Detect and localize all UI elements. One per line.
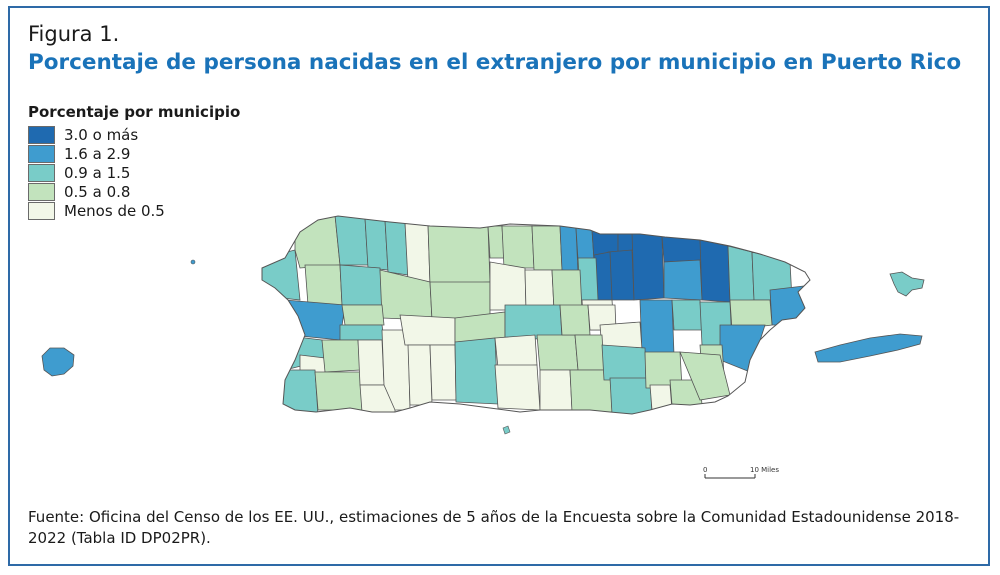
municipality-las-marias xyxy=(341,304,385,326)
municipality-trujillo-alto xyxy=(663,259,703,301)
municipality-arroyo xyxy=(649,384,673,411)
municipality-villalba xyxy=(494,334,538,369)
legend-item-class-2: 1.6 a 2.9 xyxy=(28,144,165,163)
municipality-san-german xyxy=(321,339,361,373)
municipality-morovis xyxy=(489,261,527,311)
caja-de-muertos-islet xyxy=(502,425,511,435)
municipality-maricao xyxy=(339,324,385,341)
municipality-canovanas xyxy=(699,239,731,303)
legend-item-class-5: Menos de 0.5 xyxy=(28,201,165,220)
municipality-lares xyxy=(339,264,383,306)
municipality-vega-alta xyxy=(559,225,579,273)
municipality-dorado xyxy=(575,227,595,261)
municipality-anasco xyxy=(284,299,346,341)
municipality-barranquitas xyxy=(559,304,591,336)
figure-title: Porcentaje de persona nacidas en el extr… xyxy=(28,50,962,75)
legend-title: Porcentaje por municipio xyxy=(28,103,241,121)
municipality-lajas xyxy=(314,371,363,411)
municipality-naranjito xyxy=(551,269,583,311)
legend: 3.0 o más 1.6 a 2.9 0.9 a 1.5 0.5 a 0.8 … xyxy=(28,125,165,220)
municipality-ciales xyxy=(429,281,491,321)
municipality-adjuntas xyxy=(399,314,456,346)
municipality-arecibo xyxy=(404,221,431,286)
municipality-barceloneta xyxy=(427,223,491,286)
municipality-san-juan xyxy=(631,231,665,301)
legend-label-class-5: Menos de 0.5 xyxy=(64,201,165,220)
municipality-vieques xyxy=(814,333,923,363)
municipality-mona-island xyxy=(41,347,75,377)
municipality-hatillo xyxy=(384,219,409,276)
municipality-vega-baja xyxy=(531,225,563,271)
legend-swatch-class-4 xyxy=(28,182,55,201)
municipality-ponce xyxy=(454,337,499,405)
municipality-humacao xyxy=(719,324,766,373)
municipality-aibonito xyxy=(574,334,605,371)
municipality-guayama xyxy=(609,377,653,414)
municipality-corozal xyxy=(524,269,555,311)
legend-label-class-1: 3.0 o más xyxy=(64,125,139,144)
municipality-juana-diaz xyxy=(494,364,541,411)
puerto-rico-outline xyxy=(261,215,811,415)
municipality-manati xyxy=(501,225,535,269)
legend-item-class-4: 0.5 a 0.8 xyxy=(28,182,165,201)
municipality-sabana-grande xyxy=(357,339,385,386)
desecheo-islet xyxy=(190,259,196,265)
scale-start-label: 0 xyxy=(703,466,707,474)
municipality-camuy xyxy=(364,217,389,271)
legend-item-class-1: 3.0 o más xyxy=(28,125,165,144)
source-note: Fuente: Oficina del Censo de los EE. UU.… xyxy=(28,508,960,547)
municipality-culebra xyxy=(889,271,925,297)
municipality-isabela xyxy=(294,216,341,269)
figure-label: Figura 1. xyxy=(28,22,120,46)
scale-bar: 0 10 Miles xyxy=(703,466,779,479)
legend-swatch-class-1 xyxy=(28,125,55,144)
legend-label-class-4: 0.5 a 0.8 xyxy=(64,182,131,201)
municipality-naguabo xyxy=(729,299,773,331)
legend-item-class-3: 0.9 a 1.5 xyxy=(28,163,165,182)
municipality-loiza xyxy=(727,245,755,303)
legend-swatch-class-5 xyxy=(28,201,55,220)
municipality-penuelas xyxy=(429,344,457,401)
legend-swatch-class-2 xyxy=(28,144,55,163)
municipality-coamo xyxy=(536,334,579,371)
legend-label-class-2: 1.6 a 2.9 xyxy=(64,144,131,163)
municipality-quebradillas xyxy=(334,216,369,266)
municipality-florida xyxy=(487,225,505,259)
municipality-san-sebastian xyxy=(304,264,343,306)
municipality-guayanilla xyxy=(407,344,433,406)
scale-end-label: 10 Miles xyxy=(750,466,779,474)
municipalities xyxy=(262,216,810,414)
municipality-santa-isabel xyxy=(539,369,573,411)
legend-swatch-class-3 xyxy=(28,163,55,182)
municipality-gurabo xyxy=(671,299,703,331)
legend-label-class-3: 0.9 a 1.5 xyxy=(64,163,131,182)
municipality-cayey xyxy=(601,344,647,381)
municipality-caguas xyxy=(639,299,675,356)
